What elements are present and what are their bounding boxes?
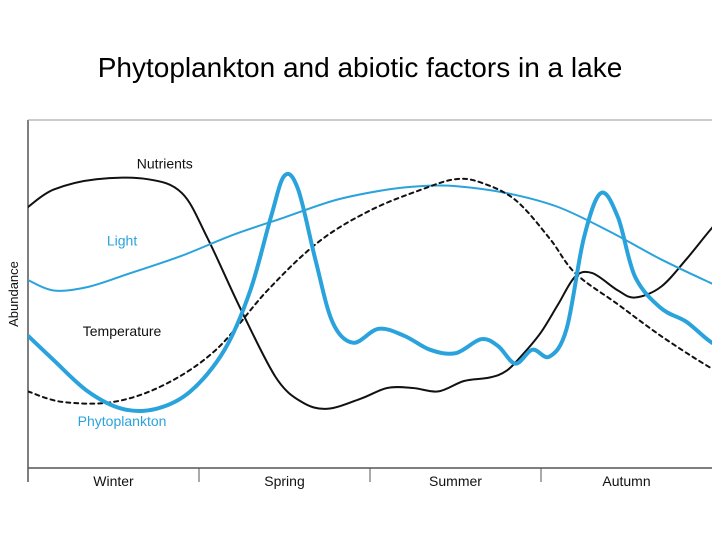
x-tick-label-winter: Winter [93, 473, 134, 489]
series-labels: Nutrients Light Temperature Phytoplankton [78, 156, 193, 430]
y-axis-label: Abundance [6, 261, 21, 327]
x-tick-label-autumn: Autumn [602, 473, 650, 489]
chart-title: Phytoplankton and abiotic factors in a l… [97, 52, 623, 83]
series-label-nutrients: Nutrients [137, 156, 193, 172]
series-line-nutrients [28, 176, 712, 410]
x-axis-ticks: Winter Spring Summer Autumn [93, 468, 651, 489]
series-label-light: Light [107, 232, 137, 248]
series-line-temperature [28, 177, 712, 405]
x-tick-label-summer: Summer [429, 473, 482, 489]
series-lines [28, 172, 712, 413]
series-line-phytoplankton [28, 172, 712, 413]
x-tick-label-spring: Spring [264, 473, 304, 489]
series-label-phytoplankton: Phytoplankton [78, 413, 167, 429]
series-label-temperature: Temperature [83, 323, 162, 339]
